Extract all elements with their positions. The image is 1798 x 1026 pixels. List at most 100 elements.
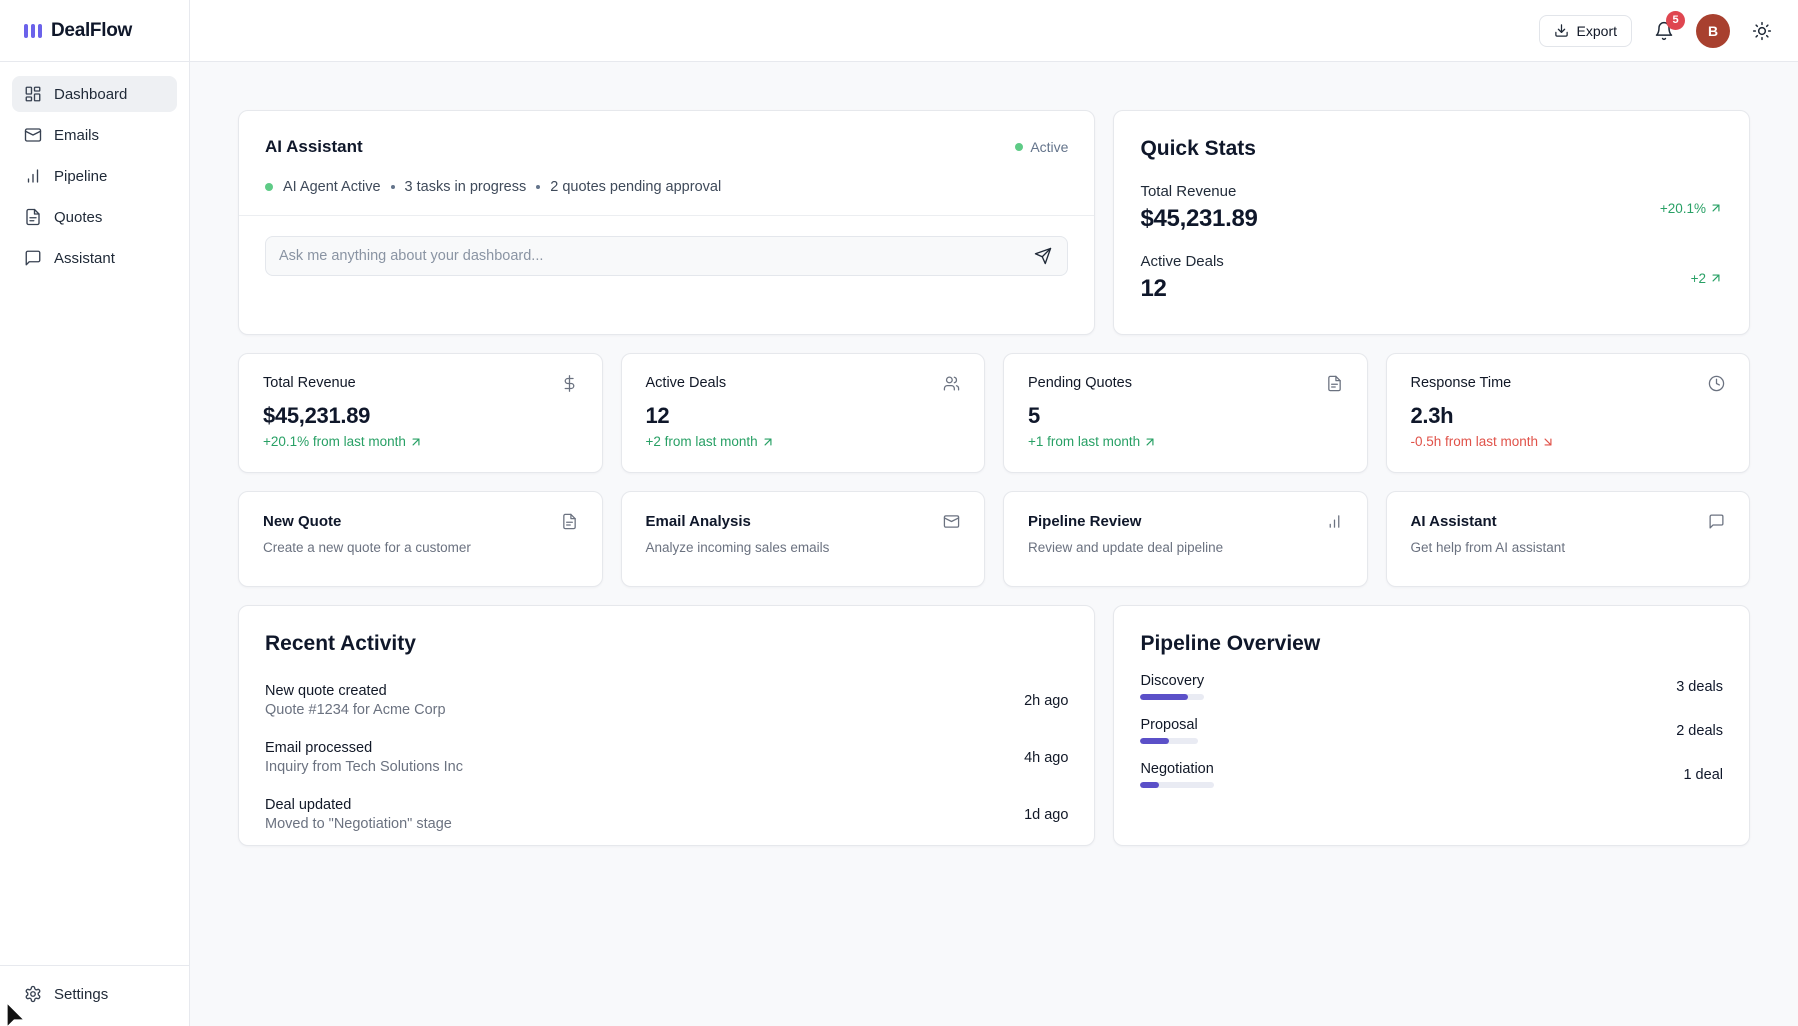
export-label: Export (1576, 22, 1617, 39)
progress-fill (1140, 738, 1170, 744)
download-icon (1554, 23, 1569, 38)
sidebar-item-quotes[interactable]: Quotes (12, 199, 177, 235)
delta-value: +20.1% (1659, 200, 1706, 216)
progress-bar (1140, 738, 1198, 744)
sidebar-item-dashboard[interactable]: Dashboard (12, 76, 177, 112)
ai-status-item: 3 tasks in progress (404, 179, 527, 195)
stat-change-label: +2 from last month (645, 434, 758, 449)
stat-label: Pending Quotes (1028, 375, 1132, 391)
pipeline-stage-row: Negotiation 1 deal (1140, 761, 1723, 788)
sidebar-item-emails[interactable]: Emails (12, 117, 177, 153)
activity-subtitle: Inquiry from Tech Solutions Inc (265, 759, 463, 775)
file-text-icon (24, 208, 42, 226)
users-icon (943, 375, 960, 392)
trend-up-icon (1709, 201, 1723, 215)
trend-up-icon (1709, 271, 1723, 285)
file-text-icon (1326, 375, 1343, 392)
activity-item: Deal updated Moved to "Negotiation" stag… (265, 786, 1068, 843)
stat-change-label: +1 from last month (1028, 434, 1141, 449)
activity-subtitle: Quote #1234 for Acme Corp (265, 702, 446, 718)
activity-time: 2h ago (1024, 692, 1069, 709)
trend-up-icon (1143, 435, 1157, 449)
status-dot-icon (265, 183, 273, 191)
chat-bubble-icon (24, 249, 42, 267)
quick-stat-row: Total Revenue $45,231.89 +20.1% (1140, 183, 1723, 233)
theme-toggle-button[interactable] (1750, 19, 1774, 43)
stat-value: 12 (645, 403, 670, 428)
progress-fill (1140, 694, 1189, 700)
ai-status-item: AI Agent Active (283, 179, 381, 195)
stat-card-response-time: Response Time 2.3h -0.5h from last month (1385, 353, 1750, 473)
separator-dot (536, 185, 541, 189)
stat-value: 2.3h (1410, 403, 1454, 428)
sidebar-item-label: Pipeline (54, 167, 108, 185)
stat-value: $45,231.89 (263, 403, 371, 428)
send-button[interactable] (1032, 245, 1054, 267)
action-description: Get help from AI assistant (1410, 540, 1566, 555)
logo-bars-icon (24, 23, 42, 38)
notifications-button[interactable]: 5 (1652, 10, 1685, 43)
sidebar-item-label: Assistant (54, 249, 115, 267)
action-card-new-quote[interactable]: New Quote Create a new quote for a custo… (238, 491, 603, 587)
avatar[interactable]: B (1696, 13, 1730, 48)
trend-up-icon (409, 435, 423, 449)
export-button[interactable]: Export (1538, 14, 1632, 47)
mail-icon (943, 513, 960, 530)
pipeline-stage-row: Discovery 3 deals (1140, 673, 1723, 700)
action-card-ai-assistant[interactable]: AI Assistant Get help from AI assistant (1385, 491, 1750, 587)
quick-stat-label: Active Deals (1140, 253, 1224, 270)
sidebar-item-assistant[interactable]: Assistant (12, 240, 177, 276)
divider (239, 215, 1095, 216)
sun-icon (1752, 21, 1772, 41)
activity-item: New quote created Quote #1234 for Acme C… (265, 672, 1068, 729)
recent-activity-title: Recent Activity (265, 632, 416, 655)
stat-card-total-revenue: Total Revenue $45,231.89 +20.1% from las… (238, 353, 603, 473)
stage-deal-count: 1 deal (1683, 766, 1723, 783)
dollar-icon (561, 375, 578, 392)
stat-change-label: +20.1% from last month (263, 434, 406, 449)
progress-fill (1140, 782, 1159, 788)
pipeline-stage-row: Proposal 2 deals (1140, 717, 1723, 744)
quick-stats-title: Quick Stats (1140, 137, 1256, 160)
sidebar-item-settings[interactable]: Settings (12, 976, 177, 1012)
ai-question-input[interactable] (279, 248, 1033, 264)
sidebar-item-label: Dashboard (54, 85, 128, 103)
action-title: Email Analysis (645, 513, 751, 530)
ai-status-item: 2 quotes pending approval (550, 179, 722, 195)
sidebar-item-pipeline[interactable]: Pipeline (12, 158, 177, 194)
stat-change: +1 from last month (1028, 434, 1343, 449)
pipeline-overview-card: Pipeline Overview Discovery 3 deals Prop… (1113, 605, 1750, 846)
quick-stat-delta: +20.1% (1660, 201, 1723, 216)
ai-status-line: AI Agent Active 3 tasks in progress 2 qu… (265, 179, 1068, 195)
activity-time: 1d ago (1024, 806, 1069, 823)
quick-stat-row: Active Deals 12 +2 (1140, 253, 1723, 303)
trend-down-icon (1541, 435, 1555, 449)
action-card-email-analysis[interactable]: Email Analysis Analyze incoming sales em… (620, 491, 985, 587)
gear-icon (24, 985, 42, 1003)
stat-label: Response Time (1410, 375, 1512, 391)
stat-change: -0.5h from last month (1411, 434, 1726, 449)
clock-icon (1708, 375, 1725, 392)
send-icon (1034, 247, 1052, 265)
bell-icon (1654, 21, 1674, 41)
stage-label: Discovery (1140, 673, 1205, 689)
app-title: DealFlow (51, 19, 133, 41)
action-title: New Quote (263, 513, 342, 530)
sidebar-nav: Dashboard Emails Pipeline Quotes (0, 62, 189, 290)
file-text-icon (561, 513, 578, 530)
stat-value: 5 (1028, 403, 1040, 428)
stage-deal-count: 2 deals (1676, 722, 1723, 739)
progress-bar (1140, 694, 1205, 700)
quick-stat-value: $45,231.89 (1140, 205, 1258, 232)
activity-title: New quote created (265, 683, 387, 699)
stat-change: +20.1% from last month (263, 434, 578, 449)
action-title: Pipeline Review (1028, 513, 1142, 530)
sidebar-item-label: Settings (54, 985, 109, 1003)
action-card-pipeline-review[interactable]: Pipeline Review Review and update deal p… (1003, 491, 1368, 587)
stat-card-active-deals: Active Deals 12 +2 from last month (620, 353, 985, 473)
quick-stat-delta: +2 (1691, 271, 1723, 286)
stat-change-label: -0.5h from last month (1410, 434, 1539, 449)
sidebar-item-label: Quotes (54, 208, 103, 226)
sidebar: DealFlow Dashboard Emails Pipeline (0, 0, 190, 1026)
